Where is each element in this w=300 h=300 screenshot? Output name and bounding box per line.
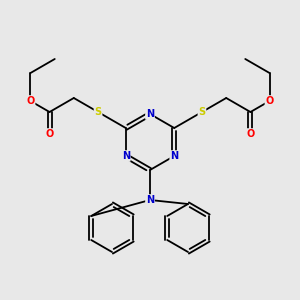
Text: N: N (170, 151, 178, 161)
Text: S: S (94, 107, 102, 117)
Text: S: S (198, 107, 206, 117)
Text: N: N (146, 109, 154, 119)
Text: N: N (146, 195, 154, 205)
Text: O: O (246, 129, 255, 139)
Text: O: O (26, 96, 34, 106)
Text: O: O (45, 129, 54, 139)
Text: N: N (122, 151, 130, 161)
Text: O: O (266, 96, 274, 106)
